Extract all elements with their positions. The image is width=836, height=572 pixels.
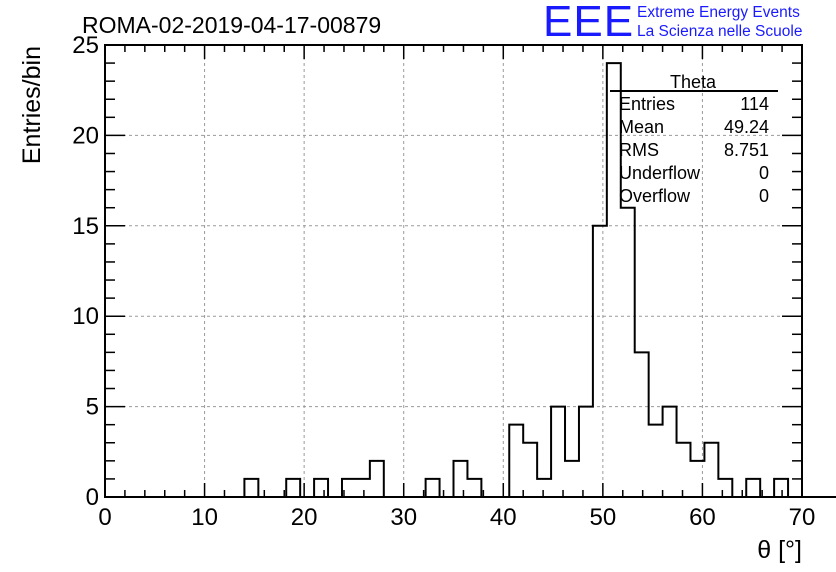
histogram-bin: [704, 443, 718, 497]
eee-logo-text: Extreme Energy Events La Scienza nelle S…: [637, 3, 802, 41]
histogram-bin: [286, 479, 300, 497]
x-tick-label: 40: [490, 504, 517, 531]
histogram-bin: [677, 443, 691, 497]
stats-label: Mean: [619, 117, 664, 137]
eee-logo-mark: EEE: [543, 0, 635, 46]
x-tick-label: 20: [291, 504, 318, 531]
logo-line-2: La Scienza nelle Scuole: [637, 23, 803, 40]
run-title: ROMA-02-2019-04-17-00879: [82, 12, 381, 38]
stats-value: 49.24: [724, 117, 769, 137]
stats-label: Entries: [619, 94, 675, 114]
histogram-outline: [105, 62, 836, 498]
histogram-bin: [565, 461, 579, 497]
x-tick-label: 10: [191, 504, 218, 531]
stats-value: 0: [759, 163, 769, 183]
y-tick-label: 10: [72, 303, 99, 330]
stats-box: Theta Entries 114 Mean 49.24 RMS 8.751 Underfl…: [610, 72, 778, 206]
logo-line-1: Extreme Energy Events: [637, 4, 800, 21]
histogram-series: [105, 62, 836, 498]
y-tick-label: 0: [86, 484, 99, 511]
grid: [105, 45, 802, 497]
histogram-bin: [454, 461, 468, 497]
stats-value: 8.751: [724, 140, 769, 160]
stats-value: 114: [740, 94, 769, 114]
stats-label: Underflow: [619, 163, 701, 183]
stats-label: RMS: [619, 140, 659, 160]
histogram-bin: [621, 208, 635, 497]
axis-ticks: [104, 44, 803, 498]
stats-title: Theta: [670, 72, 717, 92]
histogram-bin: [579, 407, 593, 497]
stats-label: Overflow: [619, 186, 691, 206]
x-tick-label: 30: [390, 504, 417, 531]
y-axis-label: Entries/bin: [18, 46, 46, 164]
y-tick-label: 20: [72, 122, 99, 149]
x-tick-label: 70: [789, 504, 816, 531]
histogram-bin: [370, 461, 384, 497]
histogram-bin: [314, 479, 328, 497]
histogram-bin: [244, 479, 258, 497]
histogram-bin: [635, 352, 649, 497]
histogram-bin: [537, 479, 551, 497]
histogram-bin: [426, 479, 440, 497]
y-tick-label: 5: [86, 394, 99, 421]
histogram-bin: [663, 407, 677, 497]
stats-rows: Entries 114 Mean 49.24 RMS 8.751 Underflow 0 Ove…: [619, 94, 769, 206]
histogram-bin: [551, 407, 565, 497]
y-tick-label: 15: [72, 213, 99, 240]
x-tick-label: 0: [98, 504, 111, 531]
histogram-bin: [718, 479, 732, 497]
histogram-bin: [356, 479, 370, 497]
x-axis-label: θ [°]: [757, 536, 802, 564]
histogram-bin: [746, 479, 760, 497]
tick-labels: 0 10 20 30 40 50 60 70 0 5 10 15 20 25: [72, 32, 815, 531]
histogram-bin: [467, 479, 481, 497]
histogram-bin: [593, 226, 607, 497]
histogram-bin: [649, 425, 663, 497]
stats-value: 0: [759, 186, 769, 206]
x-tick-label: 60: [689, 504, 716, 531]
histogram-bin: [523, 443, 537, 497]
x-tick-label: 50: [590, 504, 617, 531]
histogram-bin: [774, 479, 788, 497]
histogram-bin: [509, 425, 523, 497]
y-tick-label: 25: [72, 32, 99, 59]
plot-frame: [104, 44, 803, 498]
